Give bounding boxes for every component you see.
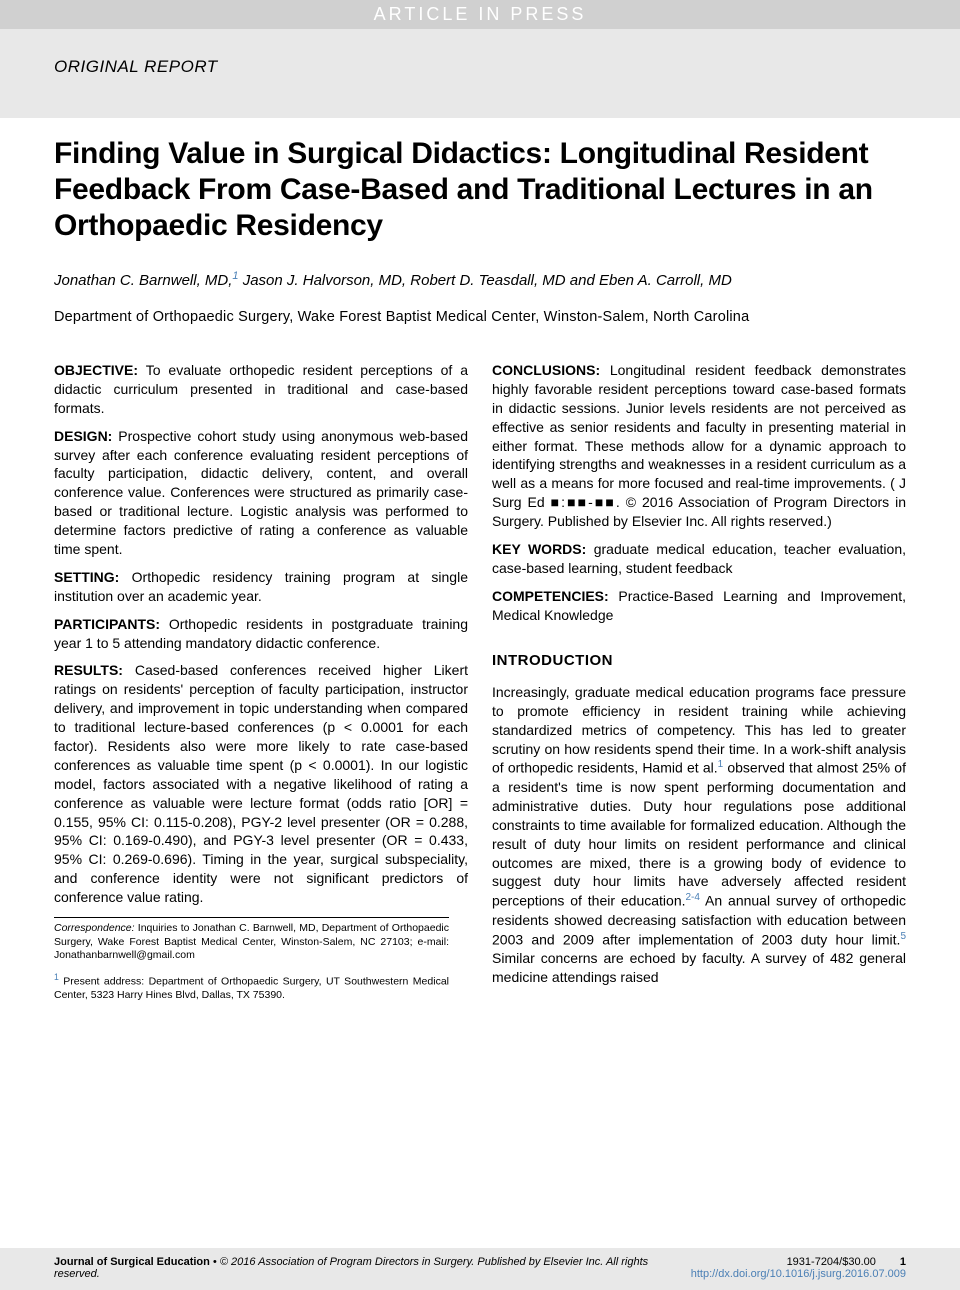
abstract-competencies: COMPETENCIES: Practice-Based Learning an… xyxy=(492,587,906,625)
introduction-body: Increasingly, graduate medical education… xyxy=(492,683,906,987)
label-keywords: KEY WORDS: xyxy=(492,541,586,557)
text-design: Prospective cohort study using anonymous… xyxy=(54,428,468,557)
issn-price: 1931-7204/$30.00 xyxy=(787,1256,876,1268)
abstract-setting: SETTING: Orthopedic residency training p… xyxy=(54,568,468,606)
label-conclusions: CONCLUSIONS: xyxy=(492,362,600,378)
page-number: 1 xyxy=(900,1256,906,1268)
label-results: RESULTS: xyxy=(54,662,123,678)
abstract-two-column: OBJECTIVE: To evaluate orthopedic reside… xyxy=(54,361,906,1012)
affiliation: Department of Orthopaedic Surgery, Wake … xyxy=(54,309,906,325)
article-title: Finding Value in Surgical Didactics: Lon… xyxy=(54,136,906,244)
abstract-design: DESIGN: Prospective cohort study using a… xyxy=(54,427,468,559)
article-content: Finding Value in Surgical Didactics: Lon… xyxy=(0,118,960,1012)
footer-left: Journal of Surgical Education • © 2016 A… xyxy=(54,1256,691,1280)
article-category: ORIGINAL REPORT xyxy=(0,29,960,77)
label-competencies: COMPETENCIES: xyxy=(492,588,609,604)
text-results: Cased-based conferences received higher … xyxy=(54,662,468,905)
footer-right: 1931-7204/$30.00 1 http://dx.doi.org/10.1… xyxy=(691,1256,906,1280)
abstract-participants: PARTICIPANTS: Orthopedic residents in po… xyxy=(54,615,468,653)
label-participants: PARTICIPANTS: xyxy=(54,616,160,632)
introduction-heading: INTRODUCTION xyxy=(492,651,906,671)
abstract-conclusions: CONCLUSIONS: Longitudinal resident feedb… xyxy=(492,361,906,531)
doi-link[interactable]: http://dx.doi.org/10.1016/j.jsurg.2016.0… xyxy=(691,1268,906,1280)
in-press-bar: ARTICLE IN PRESS xyxy=(0,0,960,29)
page-footer: Journal of Surgical Education • © 2016 A… xyxy=(0,1248,960,1290)
correspondence-line1: Correspondence: Inquiries to Jonathan C.… xyxy=(54,922,449,963)
label-setting: SETTING: xyxy=(54,569,119,585)
label-objective: OBJECTIVE: xyxy=(54,362,138,378)
label-design: DESIGN: xyxy=(54,428,112,444)
abstract-objective: OBJECTIVE: To evaluate orthopedic reside… xyxy=(54,361,468,418)
header-banner: ARTICLE IN PRESS ORIGINAL REPORT xyxy=(0,0,960,118)
abstract-results: RESULTS: Cased-based conferences receive… xyxy=(54,661,468,907)
abstract-left-column: OBJECTIVE: To evaluate orthopedic reside… xyxy=(54,361,468,1012)
text-conclusions: Longitudinal resident feedback demonstra… xyxy=(492,362,906,529)
abstract-keywords: KEY WORDS: graduate medical education, t… xyxy=(492,540,906,578)
correspondence-footer: Correspondence: Inquiries to Jonathan C.… xyxy=(54,917,449,1003)
author-list: Jonathan C. Barnwell, MD,1 Jason J. Halv… xyxy=(54,270,906,289)
abstract-right-column: CONCLUSIONS: Longitudinal resident feedb… xyxy=(492,361,906,1012)
journal-name: Journal of Surgical Education xyxy=(54,1256,210,1268)
correspondence-line2: 1 Present address: Department of Orthopa… xyxy=(54,972,449,1003)
